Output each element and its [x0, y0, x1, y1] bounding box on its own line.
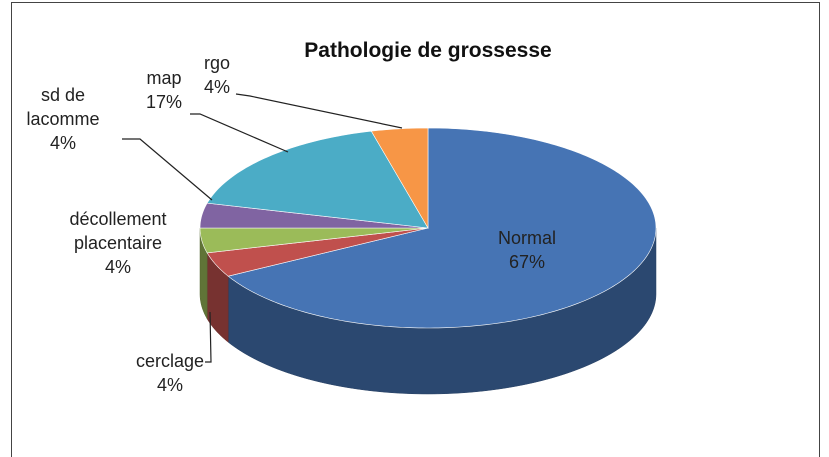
label-value: 4%: [203, 77, 230, 97]
pie-slice: [227, 127, 657, 329]
label-name: cerclage: [135, 351, 205, 371]
label-name: map: [146, 68, 182, 88]
pie-slice: [199, 227, 429, 254]
pie-slice: [206, 227, 429, 277]
label-name: rgo: [203, 53, 230, 73]
leader-lines: [122, 93, 403, 363]
label-value: 67%: [508, 252, 546, 272]
leader-line: [205, 311, 212, 363]
data-label: Normal 67%: [467, 226, 587, 274]
leader-line: [235, 93, 403, 129]
leader-line: [190, 113, 289, 153]
pie: [199, 127, 657, 395]
label-name: Normal: [497, 228, 556, 248]
data-label: map 17%: [134, 66, 194, 114]
data-label: décollement placentaire 4%: [43, 207, 193, 279]
pie-slice: [370, 127, 429, 230]
data-label: rgo 4%: [192, 51, 242, 99]
data-label: sd de lacomme 4%: [23, 83, 103, 155]
label-value: 4%: [156, 375, 183, 395]
label-value: 4%: [49, 133, 76, 153]
leader-line: [122, 138, 213, 201]
label-value: 4%: [104, 257, 131, 277]
label-name: sd de lacomme: [26, 85, 100, 129]
data-label: cerclage 4%: [125, 349, 215, 397]
label-value: 17%: [145, 92, 183, 112]
chart-title: Pathologie de grossesse: [304, 39, 551, 62]
label-name: décollement placentaire: [69, 209, 167, 253]
pie-slice: [206, 130, 429, 229]
